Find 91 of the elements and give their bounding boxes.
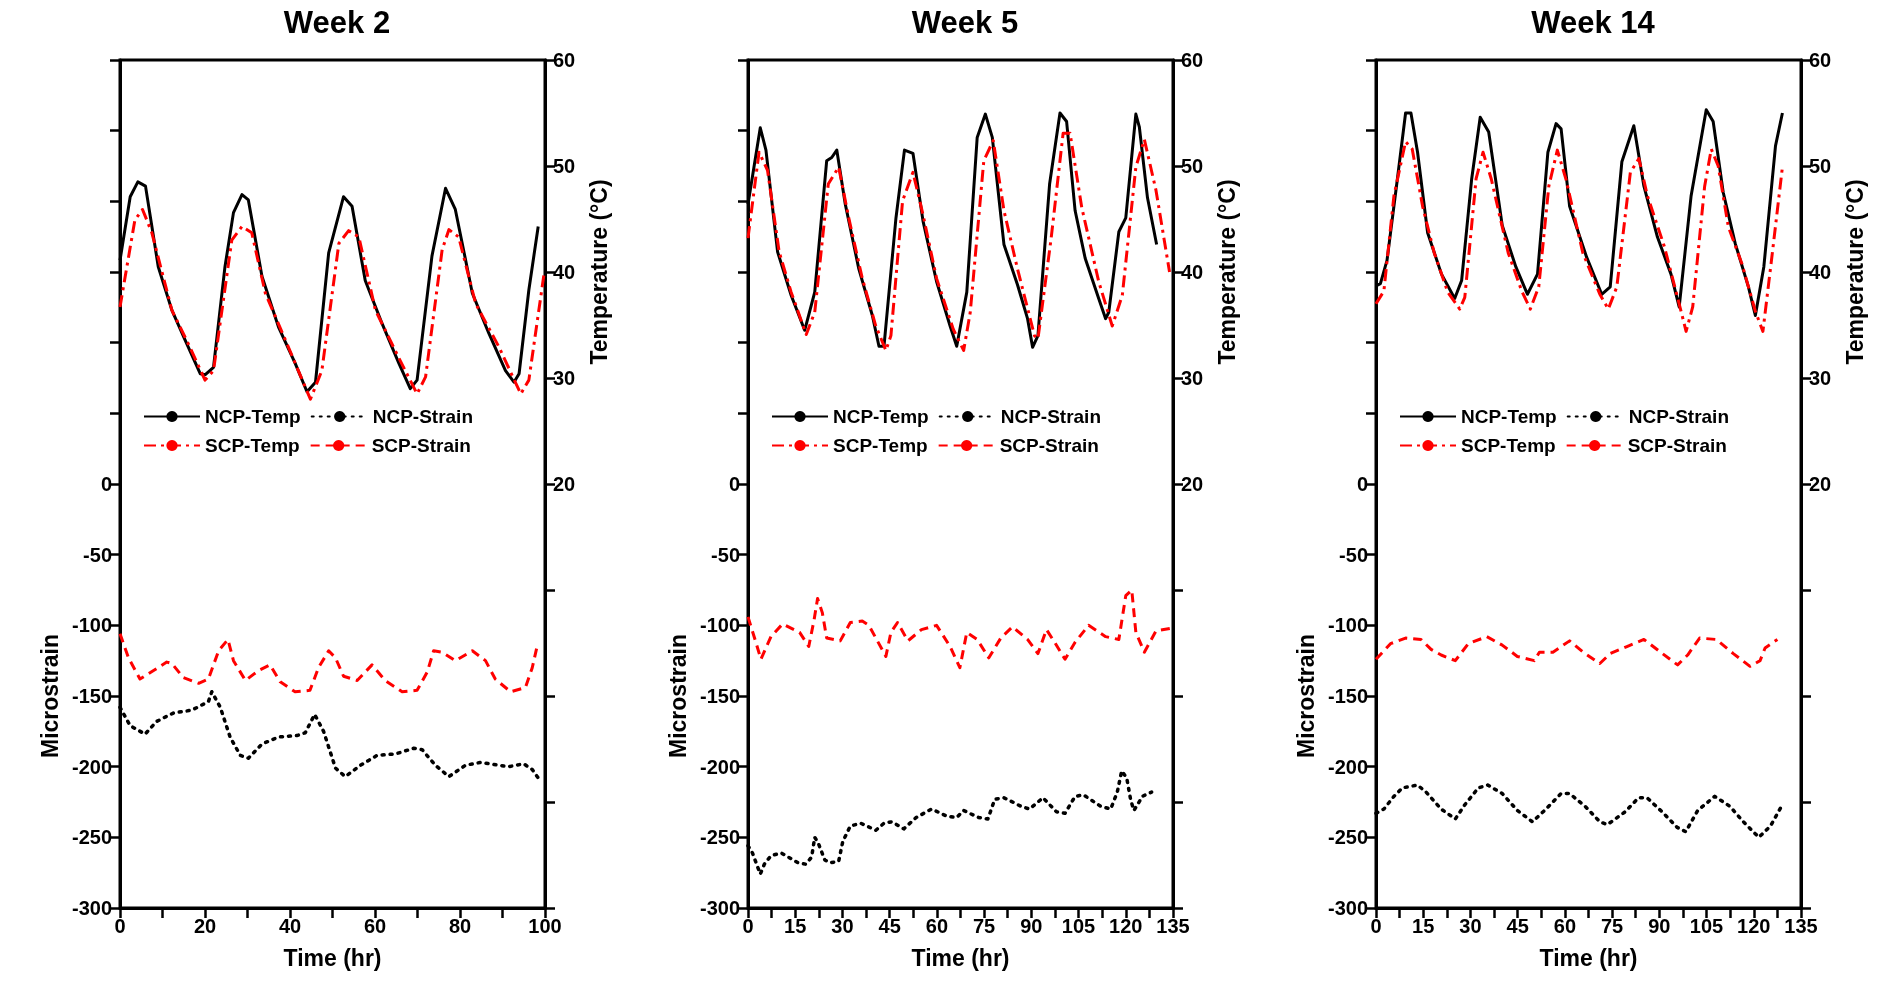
y-tick-label: -200: [71, 755, 112, 778]
y-tick-label: -200: [1327, 755, 1368, 778]
legend-label: NCP-Strain: [372, 406, 473, 427]
y-tick-label: -300: [71, 897, 112, 919]
legend-label: SCP-Strain: [1627, 435, 1727, 456]
x-tick-label: 100: [528, 915, 562, 937]
chart-title: Week 14: [1531, 5, 1656, 40]
legend-label: NCP-Temp: [1461, 406, 1557, 427]
y-tick-label: -50: [711, 543, 740, 566]
y2-tick-label: 60: [553, 49, 576, 71]
x-tick-label: 15: [1412, 915, 1435, 937]
y-tick-label: -150: [1327, 685, 1368, 707]
y-tick-label: 0: [100, 473, 112, 495]
legend-label: SCP-Strain: [371, 435, 471, 456]
legend-label: SCP-Strain: [999, 435, 1099, 456]
y-tick-label: -250: [1327, 826, 1368, 849]
y2-tick-label: 40: [1809, 261, 1832, 283]
x-tick-label: 20: [193, 915, 217, 937]
x-tick-label: 0: [114, 915, 126, 937]
x-tick-label: 120: [1737, 915, 1771, 937]
y-tick-label: -150: [71, 685, 112, 707]
y-tick-label: -150: [699, 685, 740, 707]
y-tick-label: -300: [699, 897, 740, 919]
line-series: [118, 632, 539, 694]
x-tick-label: 105: [1689, 915, 1724, 937]
y2-tick-label: 60: [1809, 49, 1832, 71]
line-series: [1374, 140, 1784, 333]
y-axis-title: Microstrain: [36, 634, 63, 758]
x-tick-label: 90: [1648, 915, 1671, 937]
y2-tick-label: 30: [1809, 367, 1832, 389]
y-tick-label: -250: [699, 826, 740, 849]
y-tick-label: -100: [71, 614, 112, 637]
y2-tick-label: 20: [1181, 473, 1204, 495]
y2-tick-label: 50: [553, 155, 576, 177]
legend-label: NCP-Temp: [833, 406, 929, 427]
chart-title: Week 2: [283, 5, 391, 40]
y2-tick-label: 30: [1181, 367, 1204, 389]
y-axis-title: Microstrain: [1292, 634, 1319, 758]
x-tick-label: 135: [1156, 915, 1190, 937]
y2-tick-label: 20: [553, 473, 576, 495]
x-tick-label: 105: [1061, 915, 1096, 937]
legend-label: SCP-Temp: [205, 435, 300, 456]
legend-label: SCP-Temp: [833, 435, 928, 456]
y-tick-label: 0: [1356, 473, 1368, 495]
y2-tick-label: 40: [553, 261, 576, 283]
y-tick-label: -200: [699, 755, 740, 778]
x-tick-label: 60: [1553, 915, 1577, 937]
y2-tick-label: 50: [1809, 155, 1832, 177]
x-tick-label: 45: [878, 915, 901, 937]
x-tick-label: 0: [742, 915, 754, 937]
y-tick-label: -50: [1339, 543, 1368, 566]
x-tick-label: 0: [1370, 915, 1382, 937]
y-tick-label: -100: [699, 614, 740, 637]
legend-label: NCP-Temp: [205, 406, 301, 427]
chart-title: Week 5: [911, 5, 1019, 40]
x-tick-label: 75: [972, 915, 996, 937]
y-tick-label: -100: [1327, 614, 1368, 637]
x-tick-label: 15: [784, 915, 807, 937]
x-tick-label: 80: [448, 915, 472, 937]
x-tick-label: 75: [1600, 915, 1624, 937]
legend-label: SCP-Temp: [1461, 435, 1556, 456]
x-tick-label: 40: [278, 915, 302, 937]
x-tick-label: 45: [1506, 915, 1529, 937]
x-axis-title: Time (hr): [283, 944, 382, 971]
x-axis-title: Time (hr): [1539, 944, 1638, 971]
line-series: [1374, 635, 1779, 668]
y2-axis-title: Temperature (°C): [1841, 179, 1868, 365]
x-tick-label: 60: [363, 915, 387, 937]
y-tick-label: -50: [83, 543, 112, 566]
y2-tick-label: 50: [1181, 155, 1204, 177]
legend-label: NCP-Strain: [1628, 406, 1729, 427]
y2-tick-label: 30: [553, 367, 576, 389]
line-series: [746, 588, 1173, 670]
x-tick-label: 120: [1109, 915, 1143, 937]
y2-tick-label: 40: [1181, 261, 1204, 283]
x-tick-label: 90: [1020, 915, 1043, 937]
y2-tick-label: 20: [1809, 473, 1832, 495]
y2-axis-title: Temperature (°C): [585, 179, 612, 365]
x-tick-label: 60: [925, 915, 949, 937]
y2-tick-label: 60: [1181, 49, 1204, 71]
x-tick-label: 30: [1459, 915, 1482, 937]
legend-label: NCP-Strain: [1000, 406, 1101, 427]
y-tick-label: -300: [1327, 897, 1368, 919]
y-axis-title: Microstrain: [664, 634, 691, 758]
line-series: [118, 207, 546, 401]
y-tick-label: 0: [728, 473, 740, 495]
y-tick-label: -250: [71, 826, 112, 849]
x-tick-label: 30: [831, 915, 854, 937]
y2-axis-title: Temperature (°C): [1213, 179, 1240, 365]
x-axis-title: Time (hr): [911, 944, 1010, 971]
x-tick-label: 135: [1784, 915, 1818, 937]
